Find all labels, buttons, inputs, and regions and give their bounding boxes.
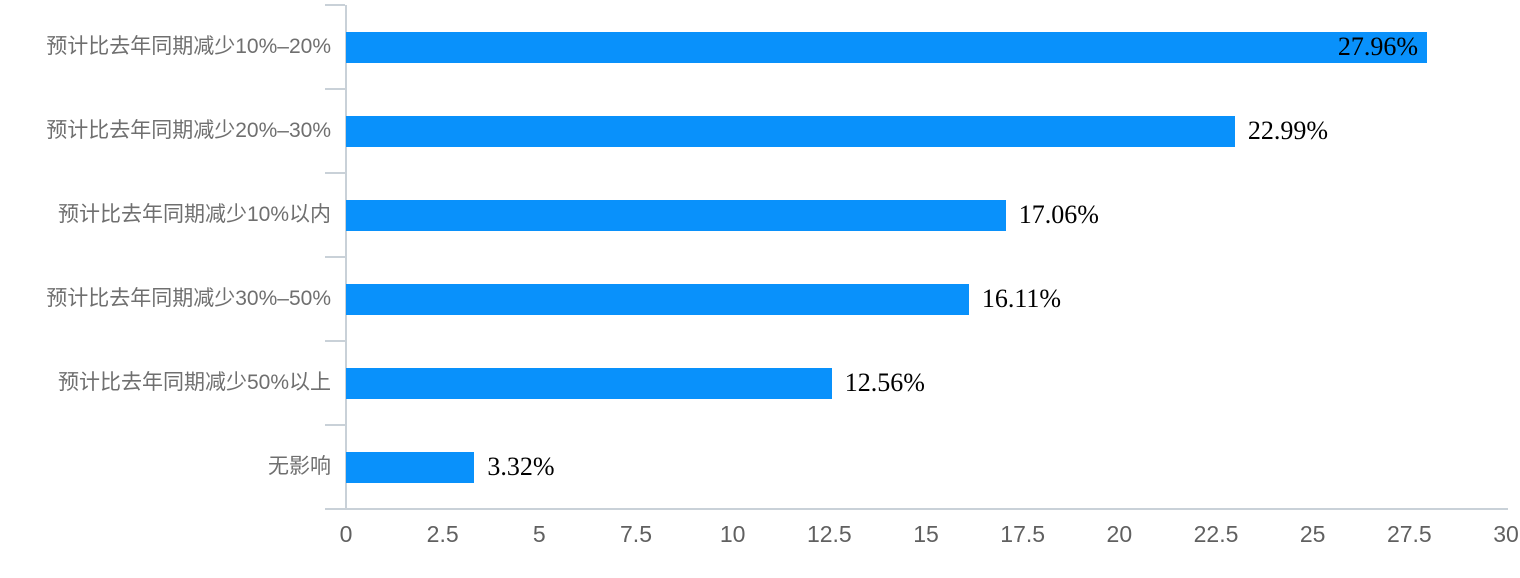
bar[interactable] xyxy=(346,367,832,399)
bar-row: 预计比去年同期减少50%以上 12.56% xyxy=(0,341,1510,425)
category-label: 预计比去年同期减少30%–50% xyxy=(46,287,331,311)
y-tick-mark xyxy=(325,340,345,342)
x-axis-line xyxy=(345,508,1508,510)
bar[interactable] xyxy=(346,199,1006,231)
x-tick-label: 22.5 xyxy=(1193,521,1239,547)
y-tick-mark xyxy=(325,4,345,6)
value-label: 22.99% xyxy=(1247,116,1329,145)
y-tick-mark xyxy=(325,88,345,90)
x-tick-label: 0 xyxy=(339,521,353,547)
y-tick-mark xyxy=(325,256,345,258)
bar[interactable] xyxy=(346,115,1235,147)
x-tick-label: 30 xyxy=(1493,521,1519,547)
value-label: 3.32% xyxy=(487,452,555,481)
bar-row: 预计比去年同期减少10%–20% 27.96% xyxy=(0,5,1510,89)
value-label: 12.56% xyxy=(844,368,925,397)
bar-row: 预计比去年同期减少30%–50% 16.11% xyxy=(0,257,1510,341)
value-label: 27.96% xyxy=(1337,32,1419,61)
x-tick-label: 7.5 xyxy=(620,521,652,547)
value-label: 16.11% xyxy=(981,284,1062,313)
bar-row: 预计比去年同期减少20%–30% 22.99% xyxy=(0,89,1510,173)
bar-row: 无影响 3.32% xyxy=(0,425,1510,509)
x-tick-label: 10 xyxy=(719,521,746,547)
bar-row: 预计比去年同期减少10%以内 17.06% xyxy=(0,173,1510,257)
x-tick-label: 12.5 xyxy=(806,521,852,547)
y-tick-mark xyxy=(325,172,345,174)
category-label: 预计比去年同期减少20%–30% xyxy=(46,119,331,143)
x-tick-label: 25 xyxy=(1299,521,1326,547)
x-tick-label: 2.5 xyxy=(426,521,459,547)
bar[interactable] xyxy=(346,283,969,315)
category-label: 预计比去年同期减少10%–20% xyxy=(46,35,331,59)
y-tick-mark xyxy=(325,424,345,426)
bar[interactable] xyxy=(346,451,475,483)
x-tick-label: 27.5 xyxy=(1386,521,1432,547)
y-axis-line xyxy=(345,5,347,510)
x-tick-label: 20 xyxy=(1106,521,1133,547)
category-label: 无影响 xyxy=(268,455,331,479)
bars-area: 预计比去年同期减少10%–20% 27.96% 预计比去年同期减少20%–30% 22… xyxy=(0,5,1510,509)
value-label: 17.06% xyxy=(1018,200,1099,229)
category-label: 预计比去年同期减少10%以内 xyxy=(57,203,331,227)
y-tick-mark xyxy=(325,508,345,510)
bar[interactable]: 27.96% xyxy=(346,31,1428,63)
x-tick-label: 5 xyxy=(532,521,546,547)
x-tick-label: 17.5 xyxy=(1000,521,1046,547)
category-label: 预计比去年同期减少50%以上 xyxy=(57,371,331,395)
x-tick-label: 15 xyxy=(913,521,939,547)
